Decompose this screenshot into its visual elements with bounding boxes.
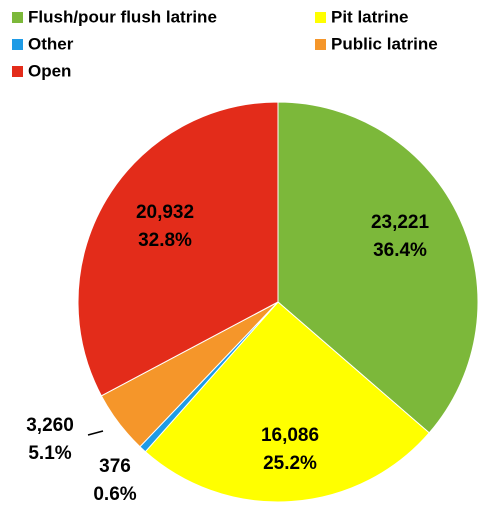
percent-label: 5.1% [28,443,71,464]
legend-label: Public latrine [331,34,438,53]
leader-line [87,430,104,436]
percent-label: 32.8% [138,230,192,251]
value-label: 20,932 [136,202,194,223]
legend-label: Pit latrine [331,7,408,26]
percent-label: 0.6% [93,484,136,505]
pie-slice [277,101,479,434]
legend-label: Flush/pour flush latrine [28,7,217,26]
legend-swatch [12,39,23,50]
value-label: 23,221 [371,212,430,233]
percent-label: 36.4% [373,240,427,261]
pie-slice [77,101,279,397]
value-label: 376 [99,456,131,477]
legend-swatch [315,39,326,50]
pie-slice [144,301,430,503]
legend-swatch [12,12,23,23]
value-label: 16,086 [261,425,319,446]
legend-swatch [12,66,23,77]
legend-swatch [315,12,326,23]
value-label: 3,260 [26,415,74,436]
legend-label: Open [28,61,71,80]
percent-label: 25.2% [263,453,317,474]
legend-label: Other [28,34,74,53]
